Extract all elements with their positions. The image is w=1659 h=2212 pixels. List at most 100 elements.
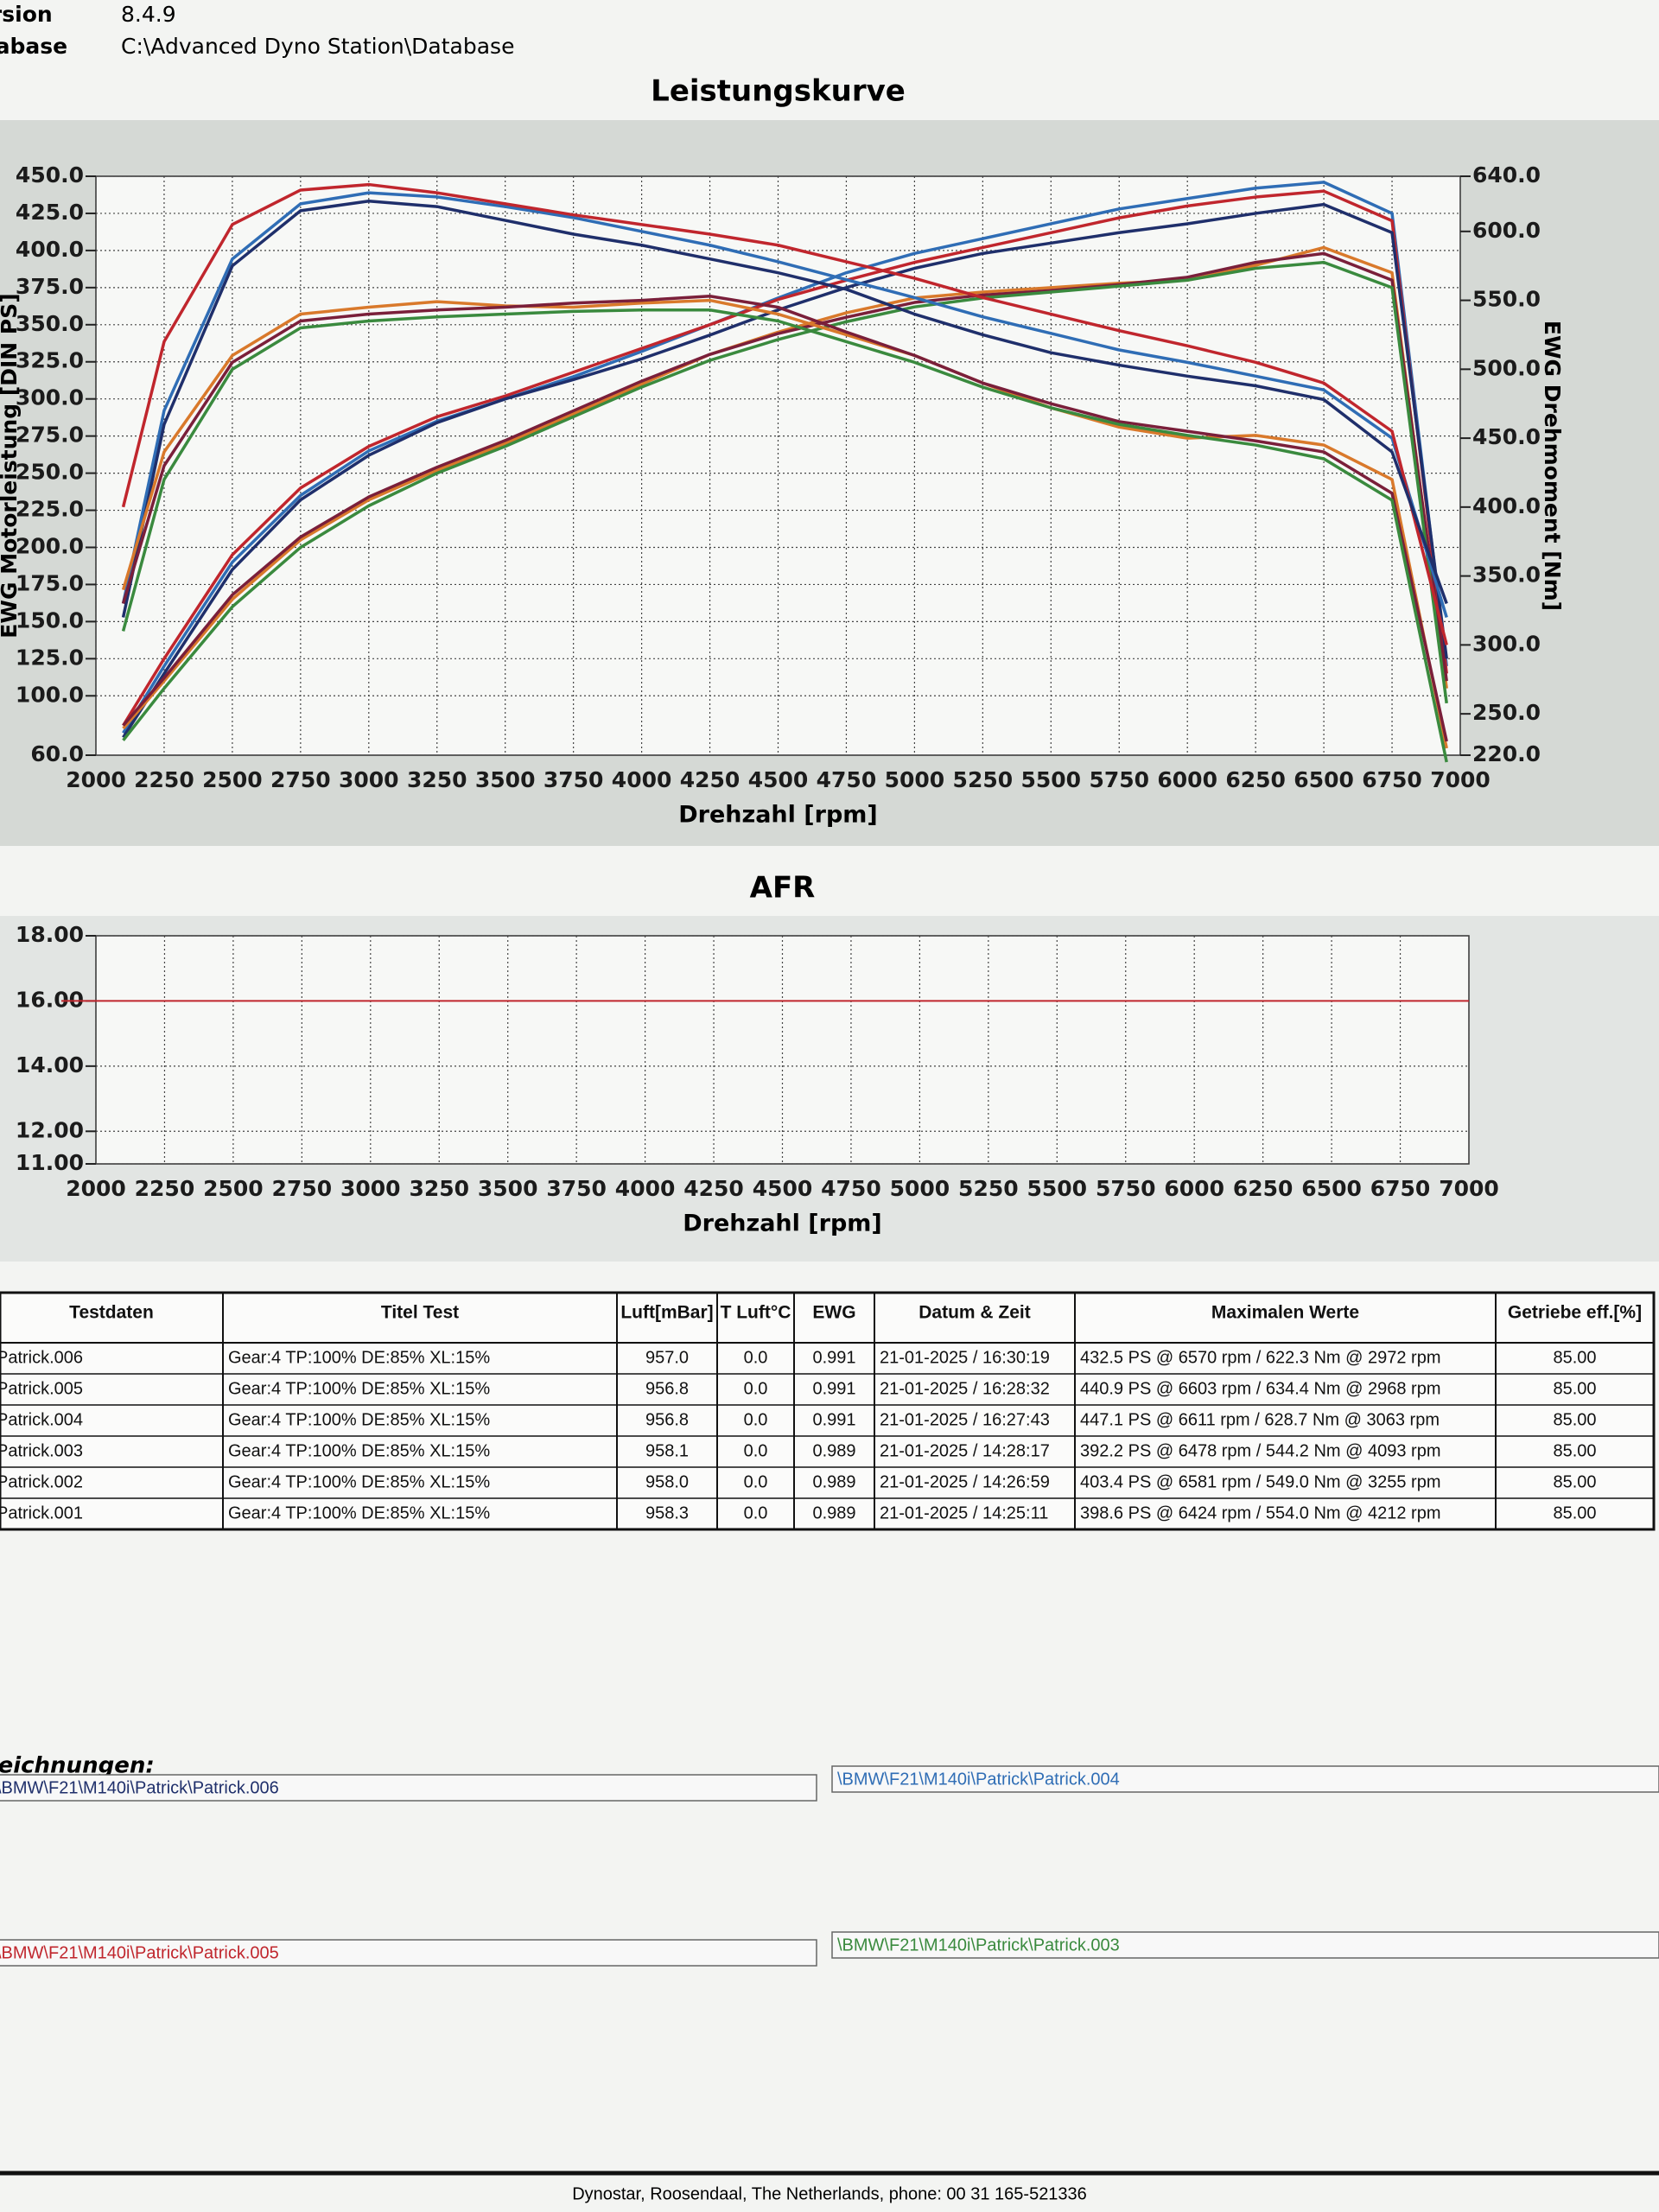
y2-tick-label: 400.0	[1472, 493, 1541, 518]
file-field	[0, 1774, 817, 1802]
series-line	[122, 189, 1448, 727]
y-tick-label: 100.0	[16, 682, 84, 707]
table-cell: 85.00	[1553, 1379, 1596, 1398]
x-tick-label: 6500	[1294, 767, 1354, 792]
x-tick-label: 3000	[340, 1176, 401, 1201]
table-cell: 85.00	[1553, 1348, 1596, 1367]
y2-tick-label: 450.0	[1472, 424, 1541, 449]
table-cell: 0.0	[744, 1441, 768, 1460]
y-tick-label: 12.00	[16, 1117, 84, 1142]
table-cell: 21-01-2025 / 16:28:32	[880, 1379, 1050, 1398]
x-tick-label: 2750	[270, 767, 331, 792]
y-tick-label: 60.0	[30, 741, 84, 766]
database: C:\Advanced Dyno Station\Database	[121, 34, 514, 59]
table-cell: 958.1	[645, 1441, 689, 1460]
table-cell: 21-01-2025 / 16:27:43	[880, 1410, 1050, 1429]
y-tick-label: 300.0	[16, 385, 84, 410]
y-tick-label: 425.0	[16, 200, 84, 225]
table-cell: 21-01-2025 / 14:26:59	[880, 1472, 1050, 1491]
x-tick-label: 6250	[1225, 767, 1286, 792]
version: 8.4.9	[121, 2, 176, 27]
y-tick-label: 375.0	[16, 274, 84, 299]
version-label: Version	[0, 2, 53, 27]
x-tick-label: 2750	[272, 1176, 333, 1201]
y2-tick-label: 500.0	[1472, 355, 1541, 380]
table-cell: 956.8	[645, 1410, 689, 1429]
table-header: Titel Test	[381, 1303, 459, 1323]
file-name: \BMW\F21\M140i\Patrick\Patrick.003	[837, 1936, 1120, 1955]
x-tick-label: 5000	[890, 1176, 950, 1201]
table-cell: 0.989	[812, 1472, 855, 1491]
x-tick-label: 5250	[953, 767, 1014, 792]
x-tick-label: 4250	[683, 1176, 744, 1201]
x-tick-label: 3250	[409, 1176, 469, 1201]
table-cell: Gear:4 TP:100% DE:85% XL:15%	[228, 1503, 490, 1522]
x-tick-label: 2500	[203, 1176, 264, 1201]
table-cell: Patrick.006	[0, 1348, 83, 1367]
y2-tick-label: 600.0	[1472, 218, 1541, 243]
x-tick-label: 6000	[1164, 1176, 1224, 1201]
table-header: EWG	[812, 1303, 855, 1323]
table-cell: 85.00	[1553, 1503, 1596, 1522]
table-cell: 21-01-2025 / 16:30:19	[880, 1348, 1050, 1367]
x-tick-label: 4500	[753, 1176, 813, 1201]
table-cell: 956.8	[645, 1379, 689, 1398]
x-tick-label: 2000	[66, 1176, 126, 1201]
table-cell: 447.1 PS @ 6611 rpm / 628.7 Nm @ 3063 rp…	[1080, 1410, 1440, 1429]
x-tick-label: 2500	[202, 767, 263, 792]
x-tick-label: 3000	[339, 767, 399, 792]
table-cell: Gear:4 TP:100% DE:85% XL:15%	[228, 1348, 490, 1367]
table-cell: 21-01-2025 / 14:25:11	[880, 1503, 1048, 1522]
table-cell: 21-01-2025 / 14:28:17	[880, 1441, 1050, 1460]
table-cell: 392.2 PS @ 6478 rpm / 544.2 Nm @ 4093 rp…	[1080, 1441, 1440, 1460]
y2-tick-label: 640.0	[1472, 162, 1541, 188]
series-line	[121, 308, 1448, 763]
y-tick-label: 325.0	[16, 348, 84, 373]
table-cell: 432.5 PS @ 6570 rpm / 622.3 Nm @ 2972 rp…	[1080, 1348, 1440, 1367]
series-line	[121, 199, 1448, 618]
table-cell: Patrick.001	[0, 1503, 83, 1522]
x-tick-label: 3750	[543, 767, 604, 792]
table-cell: 0.0	[744, 1379, 768, 1398]
x-tick-label: 4000	[615, 1176, 676, 1201]
y-tick-label: 350.0	[16, 311, 84, 336]
file-field	[831, 1931, 1659, 1959]
table-cell: 958.0	[645, 1472, 689, 1491]
file-name: \BMW\F21\M140i\Patrick\Patrick.005	[0, 1943, 279, 1962]
x-tick-label: 4750	[821, 1176, 881, 1201]
table-cell: Gear:4 TP:100% DE:85% XL:15%	[228, 1410, 490, 1429]
x-tick-label: 5500	[1021, 767, 1082, 792]
series-line	[122, 260, 1448, 741]
table-cell: 0.991	[812, 1379, 855, 1398]
chart-title: Leistungskurve	[651, 74, 906, 109]
database-label: Database	[0, 34, 67, 59]
table-cell: 85.00	[1553, 1410, 1596, 1429]
x-tick-label: 4750	[817, 767, 877, 792]
x-tick-label: 7000	[1430, 767, 1491, 792]
table-cell: 403.4 PS @ 6581 rpm / 549.0 Nm @ 3255 rp…	[1080, 1472, 1440, 1491]
footer: Dynostar, Roosendaal, The Netherlands, p…	[572, 2184, 1087, 2203]
table-cell: Patrick.005	[0, 1379, 83, 1398]
y-tick-label: 16.00	[16, 987, 84, 1012]
table-cell: 85.00	[1553, 1441, 1596, 1460]
x-tick-label: 4500	[748, 767, 809, 792]
y-tick-label: 125.0	[16, 645, 84, 670]
file-field	[0, 1939, 817, 1967]
table-cell: Gear:4 TP:100% DE:85% XL:15%	[228, 1441, 490, 1460]
table-header: Datum & Zeit	[918, 1303, 1031, 1323]
series-line	[121, 182, 1448, 645]
x-tick-label: 5250	[958, 1176, 1019, 1201]
x-tick-label: 3500	[478, 1176, 538, 1201]
y-tick-label: 200.0	[16, 533, 84, 558]
x-tick-label: 5750	[1089, 767, 1149, 792]
x-tick-label: 6500	[1301, 1176, 1362, 1201]
y2-axis-title: EWG Drehmoment [Nm]	[1540, 321, 1565, 611]
y-tick-label: 250.0	[16, 460, 84, 485]
x-tick-label: 4000	[612, 767, 672, 792]
table-header: Testdaten	[69, 1303, 154, 1323]
table-cell: 0.991	[812, 1410, 855, 1429]
table-header: T Luft°C	[721, 1303, 791, 1323]
table-cell: 0.0	[744, 1472, 768, 1491]
x-tick-label: 6250	[1233, 1176, 1294, 1201]
file-name: \BMW\F21\M140i\Patrick\Patrick.006	[0, 1778, 279, 1797]
